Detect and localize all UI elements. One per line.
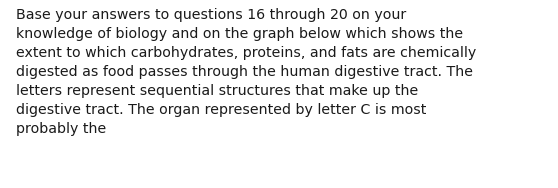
Text: Base your answers to questions 16 through 20 on your
knowledge of biology and on: Base your answers to questions 16 throug… xyxy=(16,8,476,136)
